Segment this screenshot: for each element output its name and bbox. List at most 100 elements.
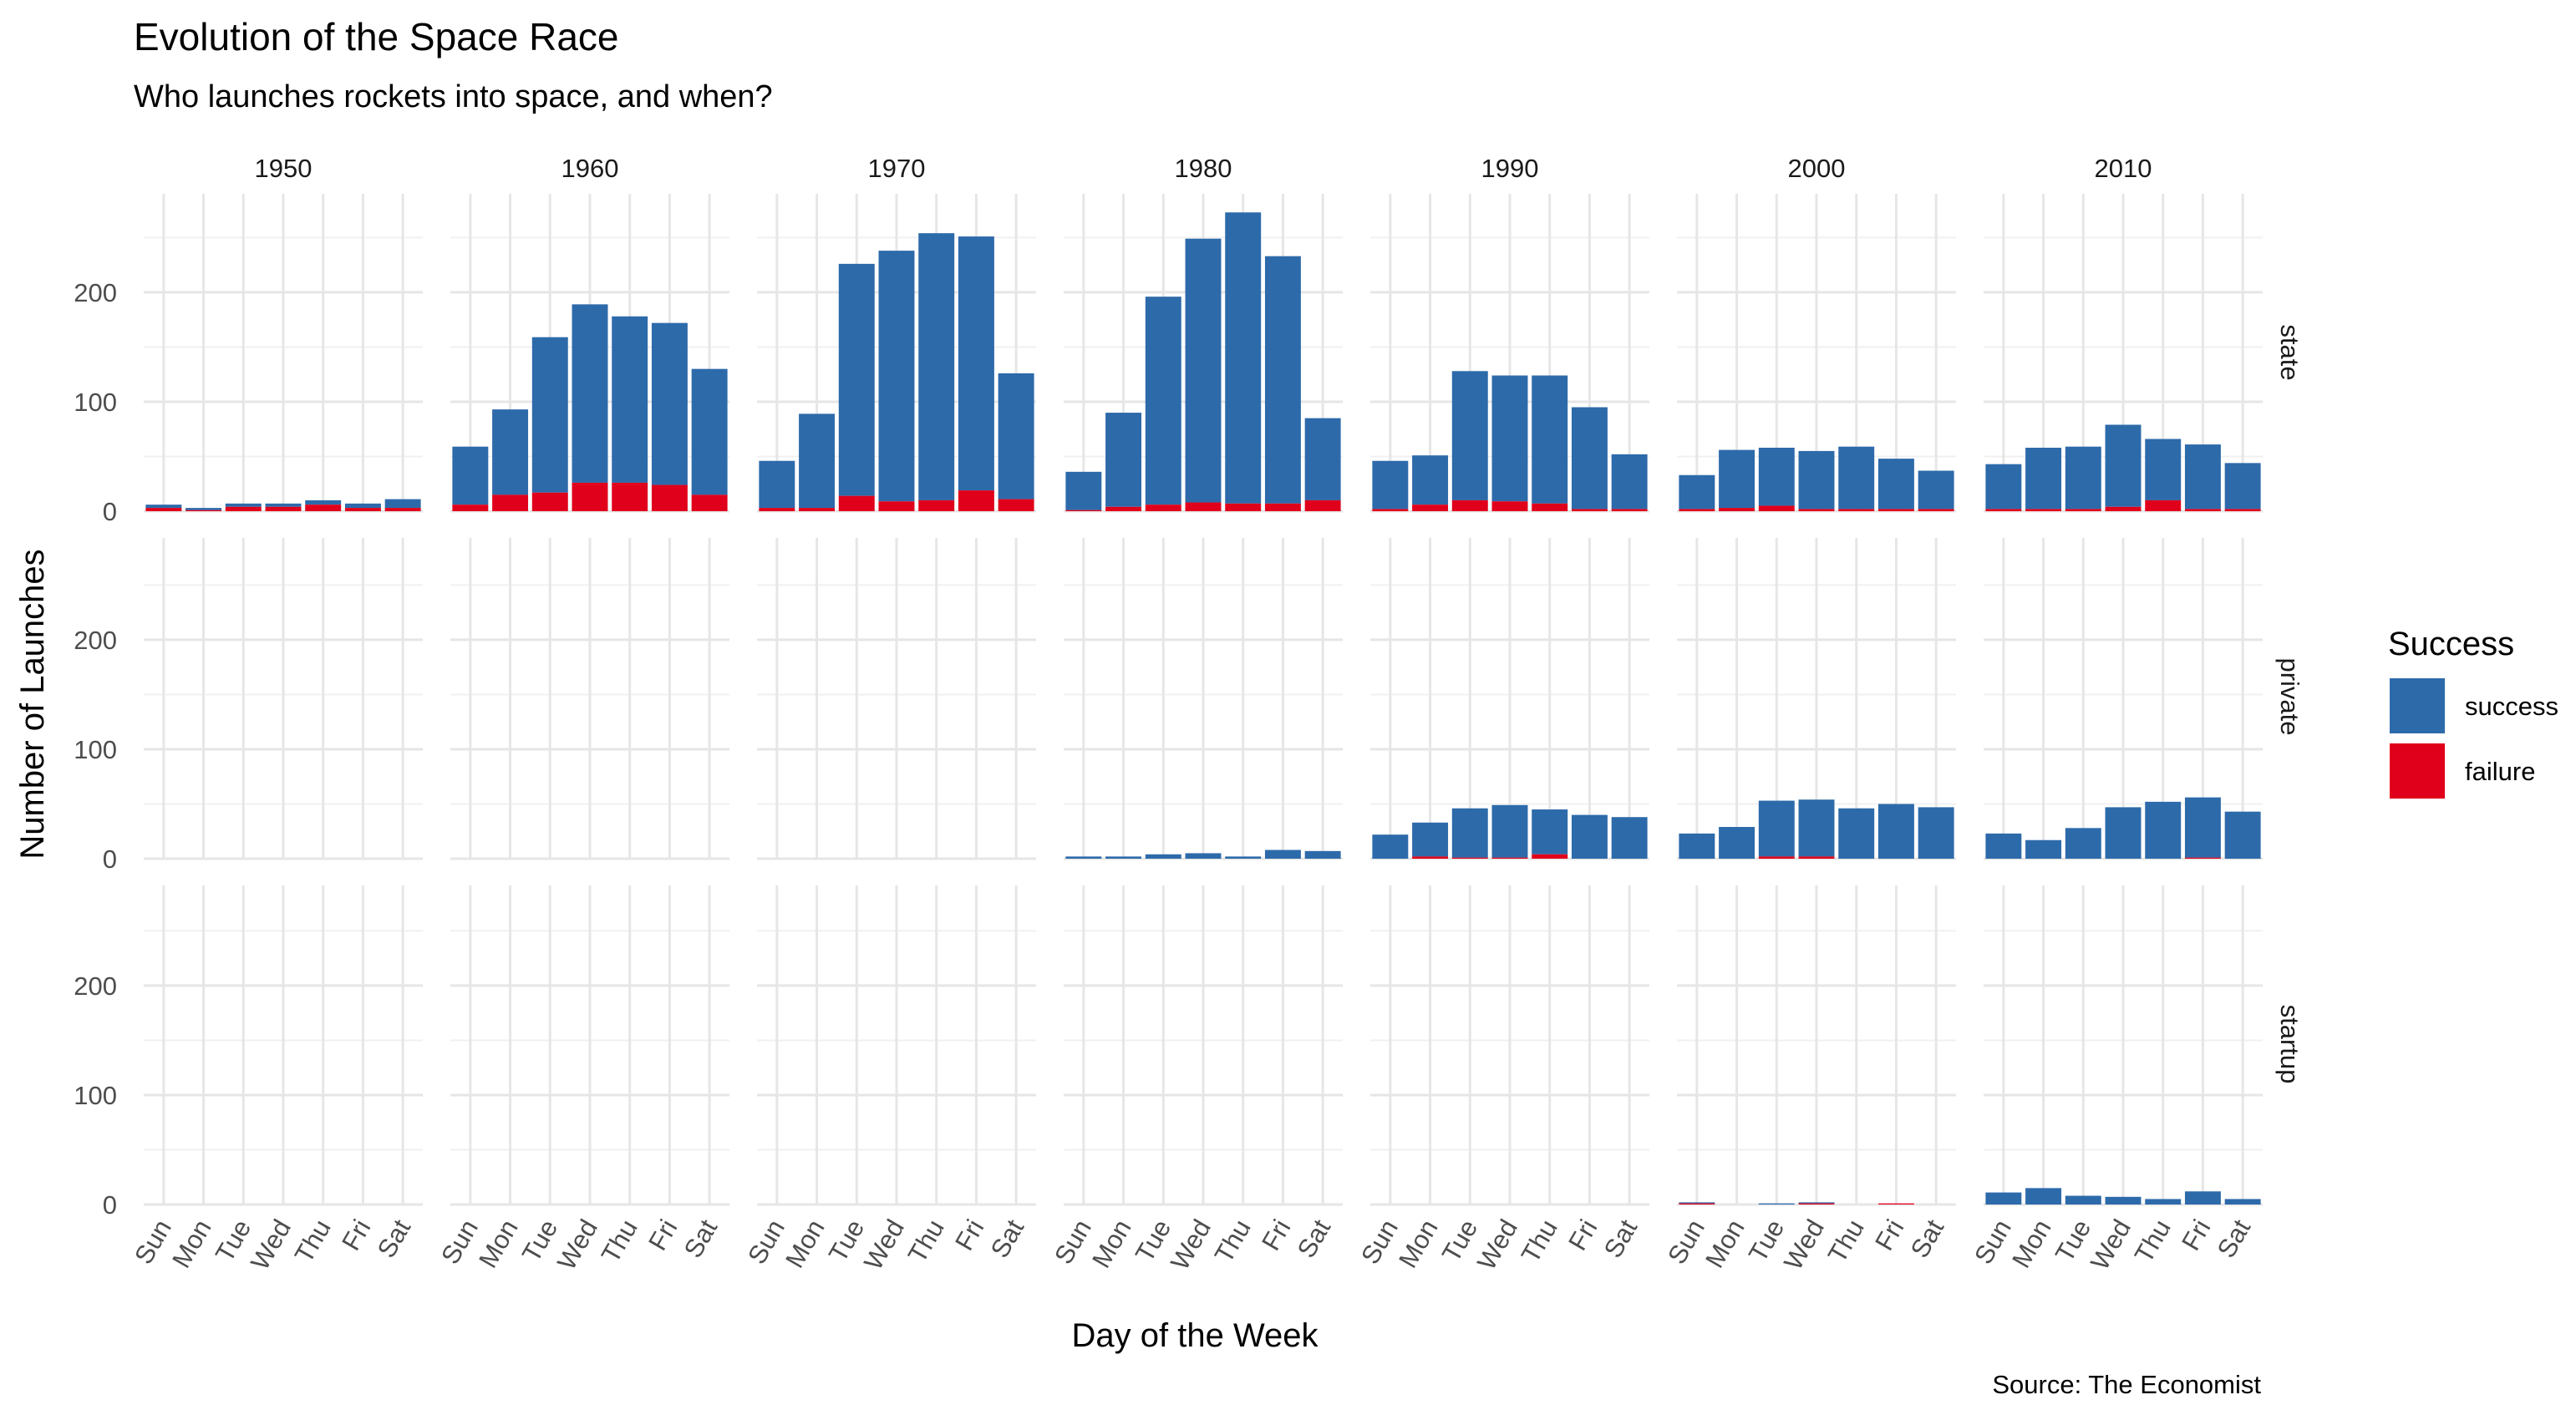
bar-failure-state-2010-Sat	[2224, 509, 2261, 511]
bar-success-state-1960-Sat	[691, 368, 728, 495]
bar-success-private-2000-Sun	[1679, 833, 1715, 859]
panel-startup-1960	[450, 885, 729, 1206]
y-tick-label: 100	[74, 388, 117, 417]
bar-failure-state-1950-Thu	[305, 505, 342, 511]
bar-success-state-1980-Thu	[1225, 212, 1262, 504]
bar-failure-private-1990-Thu	[1532, 854, 1568, 859]
bar-failure-state-1990-Mon	[1412, 505, 1449, 511]
y-axis-title: Number of Launches	[14, 549, 51, 859]
bar-failure-state-1960-Tue	[531, 492, 568, 511]
bar-success-private-2010-Fri	[2184, 797, 2221, 858]
bar-failure-state-1960-Sat	[691, 495, 728, 511]
bar-success-state-2000-Tue	[1758, 448, 1795, 506]
panel-state-1980	[1064, 194, 1343, 513]
bar-success-startup-2010-Tue	[2065, 1195, 2101, 1205]
bar-success-private-1990-Mon	[1412, 822, 1449, 857]
bar-failure-state-1990-Fri	[1571, 509, 1608, 511]
bar-success-state-1990-Mon	[1412, 455, 1449, 505]
bar-success-startup-2000-Tue	[1758, 1203, 1795, 1205]
bar-failure-state-2000-Fri	[1877, 509, 1914, 511]
bar-failure-state-2010-Tue	[2065, 509, 2101, 511]
bar-success-private-2010-Thu	[2145, 801, 2182, 859]
bar-success-state-2000-Mon	[1719, 449, 1755, 509]
bar-failure-state-1970-Wed	[878, 501, 915, 511]
legend-swatch-success	[2390, 678, 2445, 733]
bar-success-private-1990-Tue	[1451, 808, 1488, 858]
y-tick-label: 200	[74, 971, 117, 1001]
y-tick-label: 0	[103, 497, 117, 526]
bar-failure-state-2010-Fri	[2184, 509, 2221, 511]
strip-label-2010: 2010	[2095, 154, 2152, 183]
bar-failure-startup-2000-Fri	[1877, 1203, 1914, 1205]
bar-success-state-1990-Fri	[1571, 407, 1608, 510]
bar-success-state-2000-Wed	[1798, 450, 1835, 510]
bar-success-state-1960-Thu	[612, 316, 648, 483]
bar-success-state-1980-Sat	[1304, 418, 1341, 500]
bar-success-private-2000-Mon	[1719, 827, 1755, 859]
bar-success-state-2000-Sat	[1918, 470, 1954, 510]
bar-failure-state-1980-Fri	[1264, 503, 1301, 511]
bar-failure-state-1950-Tue	[225, 506, 262, 511]
strip-label-1970: 1970	[868, 154, 926, 183]
bar-failure-state-1970-Thu	[918, 500, 955, 511]
bar-success-private-1980-Tue	[1145, 854, 1181, 859]
legend-swatch-failure	[2390, 743, 2445, 799]
strip-label-state: state	[2275, 324, 2304, 380]
bar-success-state-1980-Tue	[1145, 297, 1181, 505]
bar-success-private-1980-Sun	[1065, 856, 1102, 859]
bar-failure-state-1950-Fri	[344, 508, 381, 511]
bar-success-state-1990-Tue	[1451, 371, 1488, 500]
bar-failure-state-2000-Mon	[1719, 508, 1755, 511]
bar-success-startup-2000-Wed	[1798, 1202, 1835, 1204]
panel-state-2000	[1677, 194, 1956, 513]
chart-caption: Source: The Economist	[1992, 1370, 2261, 1399]
bar-success-state-1980-Sun	[1065, 471, 1102, 510]
bar-success-state-1980-Mon	[1105, 413, 1142, 507]
bar-success-state-2010-Mon	[2025, 448, 2062, 510]
bar-failure-state-2000-Thu	[1838, 509, 1875, 511]
bar-failure-state-1990-Tue	[1451, 500, 1488, 511]
x-axis-title: Day of the Week	[1072, 1317, 1319, 1354]
bar-failure-state-1990-Thu	[1532, 503, 1568, 511]
bar-success-private-1980-Thu	[1225, 856, 1262, 859]
bar-failure-state-2000-Sat	[1918, 509, 1954, 511]
panel-startup-2000	[1677, 885, 1956, 1206]
bar-success-private-1980-Mon	[1105, 856, 1142, 859]
bar-failure-state-1970-Fri	[958, 490, 994, 511]
panel-startup-1970	[757, 885, 1036, 1206]
bar-success-state-2000-Thu	[1838, 446, 1875, 510]
bar-failure-state-2010-Thu	[2145, 500, 2182, 511]
bar-success-private-2000-Thu	[1838, 808, 1875, 859]
panel-private-2000	[1677, 538, 1956, 860]
bar-success-private-1990-Sat	[1611, 817, 1648, 859]
bar-failure-state-1980-Sun	[1065, 510, 1102, 511]
bar-success-state-1990-Sun	[1372, 460, 1409, 510]
y-tick-label: 200	[74, 278, 117, 307]
legend-title: Success	[2388, 626, 2514, 662]
chart-title: Evolution of the Space Race	[134, 15, 618, 58]
bar-failure-state-1950-Sun	[145, 508, 182, 511]
bar-success-private-2010-Wed	[2105, 807, 2142, 859]
bar-success-state-1950-Mon	[185, 508, 222, 510]
bar-success-private-2000-Wed	[1798, 799, 1835, 857]
bar-success-startup-2010-Thu	[2145, 1199, 2182, 1205]
strip-label-1950: 1950	[255, 154, 312, 183]
panel-startup-1990	[1370, 885, 1649, 1206]
bar-failure-state-1980-Mon	[1105, 506, 1142, 511]
bar-success-startup-2010-Sun	[1985, 1192, 2022, 1205]
bar-success-private-1990-Thu	[1532, 809, 1568, 855]
panel-state-1950	[144, 194, 423, 513]
panel-state-1960	[450, 194, 729, 513]
bar-failure-state-2000-Wed	[1798, 509, 1835, 511]
bar-success-state-2010-Fri	[2184, 444, 2221, 510]
bar-success-state-1990-Sat	[1611, 454, 1648, 510]
bar-success-private-1990-Fri	[1571, 814, 1608, 859]
bar-failure-state-1960-Fri	[651, 484, 688, 511]
bar-success-state-2010-Tue	[2065, 446, 2101, 510]
bar-failure-private-1990-Mon	[1412, 856, 1449, 859]
bar-failure-state-1960-Wed	[572, 482, 608, 511]
bar-success-private-1990-Sun	[1372, 834, 1409, 859]
bar-success-startup-2010-Mon	[2025, 1188, 2062, 1205]
